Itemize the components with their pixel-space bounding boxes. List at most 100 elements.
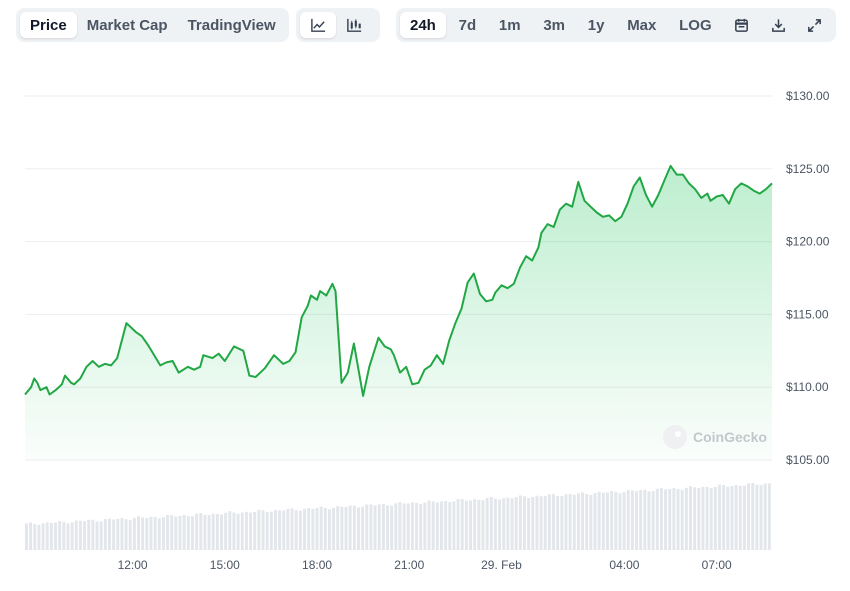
volume-bar — [552, 494, 555, 550]
volume-bar — [261, 510, 265, 550]
tab-market-cap[interactable]: Market Cap — [86, 16, 168, 34]
volume-bar — [386, 505, 389, 550]
volume-bar — [444, 500, 448, 550]
volume-bar — [664, 489, 668, 550]
volume-bar — [132, 518, 136, 550]
volume-bar — [236, 513, 240, 550]
volume-bar — [709, 487, 713, 550]
volume-bar — [170, 515, 174, 550]
volume-bar — [572, 494, 576, 550]
volume-bar — [523, 496, 526, 550]
range-1m[interactable]: 1m — [498, 16, 521, 34]
volume-bar — [182, 515, 186, 550]
range-7d[interactable]: 7d — [458, 16, 477, 34]
volume-bar — [759, 485, 763, 550]
volume-bar — [402, 503, 406, 550]
volume-bar — [269, 511, 273, 550]
y-tick-label: $130.00 — [786, 89, 830, 103]
volume-bar — [215, 513, 219, 550]
x-tick-label: 15:00 — [210, 558, 240, 572]
volume-bar — [564, 494, 568, 550]
candlestick-chart-button[interactable] — [336, 12, 372, 38]
volume-bar — [547, 494, 551, 550]
volume-bar — [477, 499, 481, 550]
volume-bar — [693, 487, 697, 550]
tab-tradingview[interactable]: TradingView — [187, 16, 276, 34]
volume-bar — [614, 491, 618, 550]
volume-bar — [211, 513, 215, 550]
volume-bar — [95, 521, 99, 550]
price-line — [24, 164, 773, 397]
volume-bar — [427, 500, 431, 550]
volume-bar — [365, 504, 369, 550]
x-tick-label: 07:00 — [702, 558, 732, 572]
y-axis-labels: $130.00 $125.00 $120.00 $115.00 $110.00 $105.… — [786, 89, 830, 467]
download-button[interactable] — [761, 12, 795, 38]
volume-bar — [676, 489, 680, 550]
calendar-button[interactable] — [724, 12, 758, 38]
volume-bar — [751, 482, 755, 550]
volume-bar — [423, 502, 427, 550]
x-tick-label: 29. Feb — [481, 558, 522, 572]
volume-bar — [680, 489, 684, 550]
volume-bar — [531, 497, 535, 550]
volume-bar — [99, 521, 103, 550]
volume-bar — [473, 499, 477, 550]
range-group: 24h 7d 1m 3m 1y Max LOG — [396, 8, 836, 42]
volume-bar — [601, 492, 605, 550]
volume-bar — [639, 490, 643, 550]
volume-bar — [556, 496, 560, 550]
line-chart-button[interactable] — [300, 12, 336, 38]
download-icon — [771, 18, 785, 32]
volume-bar — [87, 519, 91, 550]
range-24h[interactable]: 24h — [400, 12, 446, 38]
x-tick-label: 21:00 — [394, 558, 424, 572]
range-max[interactable]: Max — [627, 16, 657, 34]
volume-bar — [560, 496, 564, 550]
volume-bar — [332, 507, 336, 550]
volume-bar — [510, 498, 514, 550]
volume-bar — [327, 509, 331, 550]
volume-bar — [659, 488, 663, 550]
volume-bar — [514, 497, 518, 550]
volume-bar — [410, 502, 414, 550]
volume-bar — [265, 512, 269, 550]
volume-bar — [767, 483, 771, 550]
volume-bar — [763, 483, 767, 550]
volume-bar — [568, 493, 572, 550]
volume-bar — [485, 498, 489, 550]
range-1y[interactable]: 1y — [587, 16, 605, 34]
view-tab-group: Price Market Cap TradingView — [16, 8, 289, 42]
expand-icon — [808, 18, 822, 32]
volume-bar — [502, 498, 506, 550]
volume-bar — [610, 491, 614, 550]
volume-bar — [240, 512, 244, 550]
volume-bar — [635, 491, 638, 550]
volume-bar — [120, 518, 124, 550]
volume-bar — [618, 493, 622, 550]
y-tick-label: $115.00 — [786, 307, 829, 321]
volume-bar — [581, 492, 585, 550]
volume-bar — [298, 510, 302, 550]
tab-price[interactable]: Price — [20, 12, 77, 38]
price-area-fill — [25, 165, 772, 460]
range-3m[interactable]: 3m — [543, 16, 565, 34]
volume-bar — [713, 486, 717, 550]
volume-bar — [340, 506, 344, 550]
fullscreen-button[interactable] — [798, 12, 832, 38]
volume-bar — [195, 513, 199, 550]
volume-bar — [29, 522, 33, 550]
volume-bar — [489, 497, 493, 550]
volume-bar — [319, 506, 323, 550]
volume-bar — [307, 508, 311, 550]
volume-bar — [651, 491, 655, 550]
log-scale-toggle[interactable]: LOG — [679, 16, 712, 34]
volume-bar — [357, 507, 360, 550]
volume-bar — [37, 525, 41, 550]
volume-bar — [344, 506, 348, 550]
y-tick-label: $125.00 — [786, 162, 830, 176]
volume-bar — [141, 517, 145, 550]
volume-bar — [311, 508, 315, 550]
volume-bar — [207, 514, 211, 550]
volume-bar — [290, 508, 294, 550]
